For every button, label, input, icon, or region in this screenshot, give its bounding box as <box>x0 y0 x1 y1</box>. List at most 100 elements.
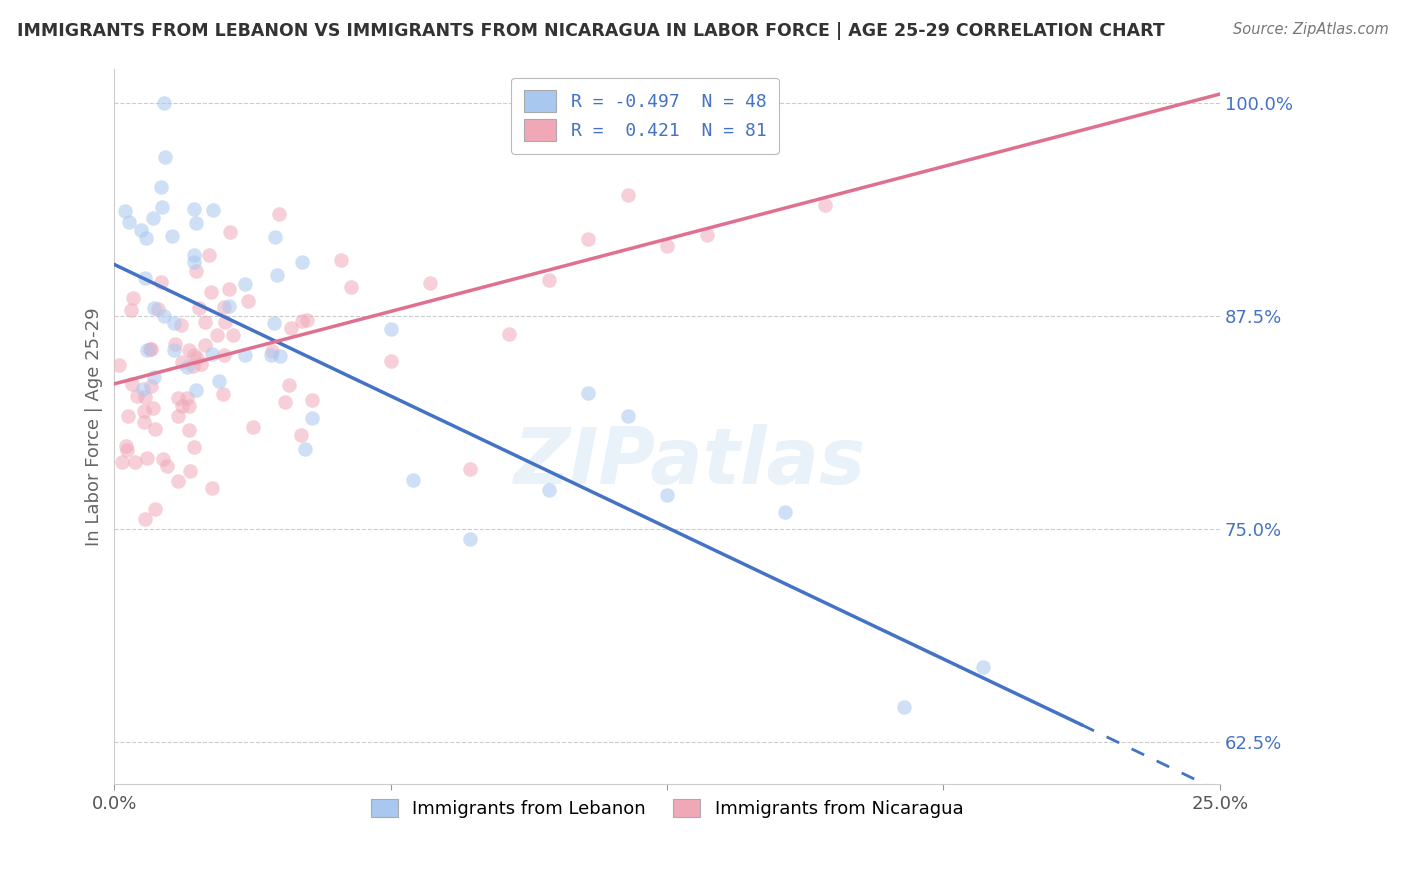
Point <box>176 391 198 405</box>
Point <box>166 474 188 488</box>
Point <box>170 318 193 333</box>
Text: Source: ZipAtlas.com: Source: ZipAtlas.com <box>1233 22 1389 37</box>
Point <box>183 359 205 374</box>
Point <box>184 264 207 278</box>
Point <box>179 343 201 357</box>
Point <box>135 231 157 245</box>
Point <box>183 440 205 454</box>
Point <box>177 399 200 413</box>
Point <box>735 123 758 137</box>
Point <box>134 390 156 404</box>
Point <box>340 280 363 294</box>
Point <box>124 455 146 469</box>
Point <box>267 207 290 221</box>
Point <box>153 309 176 323</box>
Point <box>537 483 560 497</box>
Point <box>165 336 187 351</box>
Point <box>218 282 240 296</box>
Point <box>696 227 718 242</box>
Point <box>380 321 402 335</box>
Point <box>132 382 155 396</box>
Point <box>143 502 166 516</box>
Point <box>301 393 323 408</box>
Point <box>242 419 264 434</box>
Point <box>814 198 837 212</box>
Point <box>214 315 236 329</box>
Point <box>172 399 194 413</box>
Point <box>264 229 287 244</box>
Point <box>266 268 288 282</box>
Point <box>205 328 228 343</box>
Point <box>274 395 297 409</box>
Point <box>121 291 143 305</box>
Legend: Immigrants from Lebanon, Immigrants from Nicaragua: Immigrants from Lebanon, Immigrants from… <box>364 792 970 825</box>
Point <box>141 379 163 393</box>
Point <box>183 255 205 269</box>
Point <box>655 239 678 253</box>
Point <box>146 302 169 317</box>
Point <box>291 255 314 269</box>
Point <box>143 301 166 316</box>
Y-axis label: In Labor Force | Age 25-29: In Labor Force | Age 25-29 <box>86 307 103 546</box>
Point <box>458 532 481 546</box>
Point <box>134 415 156 429</box>
Point <box>163 316 186 330</box>
Point <box>212 347 235 361</box>
Point <box>136 343 159 358</box>
Point <box>183 248 205 262</box>
Point <box>188 301 211 315</box>
Point <box>194 338 217 352</box>
Point <box>655 488 678 502</box>
Point <box>263 316 285 330</box>
Point <box>208 374 231 388</box>
Point <box>616 187 638 202</box>
Point <box>136 450 159 465</box>
Point <box>115 439 138 453</box>
Point <box>163 343 186 358</box>
Point <box>236 294 259 309</box>
Point <box>200 285 222 299</box>
Point <box>775 505 797 519</box>
Point <box>537 273 560 287</box>
Point <box>183 202 205 216</box>
Point <box>218 299 240 313</box>
Point <box>972 659 994 673</box>
Text: IMMIGRANTS FROM LEBANON VS IMMIGRANTS FROM NICARAGUA IN LABOR FORCE | AGE 25-29 : IMMIGRANTS FROM LEBANON VS IMMIGRANTS FR… <box>17 22 1164 40</box>
Point <box>183 348 205 362</box>
Point <box>143 369 166 384</box>
Point <box>132 404 155 418</box>
Point <box>269 349 291 363</box>
Point <box>127 389 149 403</box>
Point <box>166 409 188 424</box>
Point <box>233 277 256 292</box>
Point <box>291 314 314 328</box>
Point <box>262 343 284 358</box>
Point <box>115 442 138 457</box>
Point <box>330 252 353 267</box>
Point <box>260 348 283 362</box>
Point <box>111 455 134 469</box>
Point <box>108 359 131 373</box>
Point <box>117 409 139 423</box>
Point <box>212 386 235 401</box>
Point <box>120 302 142 317</box>
Point <box>212 300 235 314</box>
Point <box>190 357 212 371</box>
Point <box>201 481 224 495</box>
Point <box>280 321 302 335</box>
Point <box>170 355 193 369</box>
Point <box>186 351 208 366</box>
Point <box>184 383 207 397</box>
Point <box>129 223 152 237</box>
Point <box>301 410 323 425</box>
Text: ZIPatlas: ZIPatlas <box>513 425 865 500</box>
Point <box>893 699 915 714</box>
Point <box>184 216 207 230</box>
Point <box>194 315 217 329</box>
Point <box>150 200 173 214</box>
Point <box>149 180 172 194</box>
Point <box>576 385 599 400</box>
Point <box>402 473 425 487</box>
Point <box>176 360 198 375</box>
Point <box>142 401 165 415</box>
